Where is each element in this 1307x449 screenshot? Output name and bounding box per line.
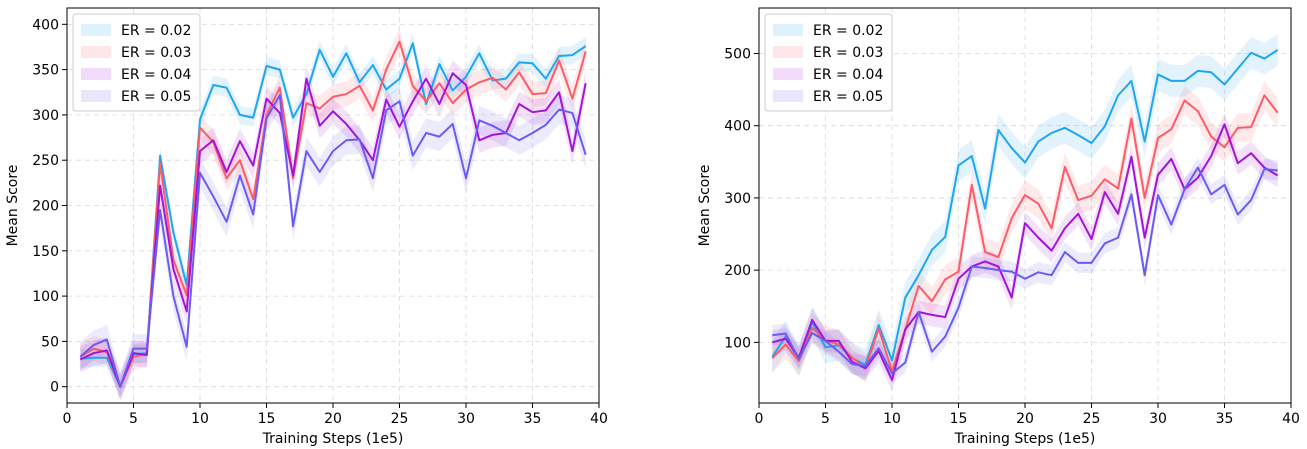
legend-box xyxy=(764,13,893,112)
x-tick-label: 10 xyxy=(883,411,901,427)
legend-label: ER = 0.03 xyxy=(121,45,191,61)
y-tick-label: 50 xyxy=(41,334,59,350)
x-tick-label: 0 xyxy=(755,411,764,427)
y-axis-label: Mean Score xyxy=(697,165,713,247)
legend: ER = 0.02 ER = 0.03 ER = 0.04 ER = 0.05 xyxy=(72,13,201,112)
y-tick-label: 300 xyxy=(32,108,59,124)
right-chart: 0 5 10 15 20 25 30 35 40 100 200 300 400 500 Training … xyxy=(697,7,1300,447)
legend-label: ER = 0.05 xyxy=(121,89,191,105)
x-tick-label: 25 xyxy=(1083,411,1101,427)
legend-swatch xyxy=(81,90,111,102)
y-tick-label: 150 xyxy=(32,244,59,260)
x-axis-label: Training Steps (1e5) xyxy=(954,431,1096,447)
legend-box xyxy=(72,13,201,112)
x-tick-label: 20 xyxy=(324,411,342,427)
legend-swatch xyxy=(773,24,803,36)
y-tick-label: 350 xyxy=(32,63,59,79)
legend-swatch xyxy=(773,46,803,58)
x-tick-label: 10 xyxy=(191,411,209,427)
left-chart: 0 5 10 15 20 25 30 35 40050100150200250300350400… xyxy=(5,7,608,447)
x-tick-label: 40 xyxy=(1282,411,1300,427)
x-tick-label: 35 xyxy=(1216,411,1234,427)
y-tick-label: 200 xyxy=(724,263,751,279)
y-tick-label: 100 xyxy=(724,335,751,351)
series-line xyxy=(79,72,587,388)
x-tick-label: 20 xyxy=(1016,411,1034,427)
x-tick-label: 25 xyxy=(391,411,409,427)
legend-swatch xyxy=(773,68,803,80)
y-tick-label: 0 xyxy=(50,380,59,396)
x-tick-label: 35 xyxy=(524,411,542,427)
y-tick-label: 400 xyxy=(32,17,59,33)
legend-swatch xyxy=(81,68,111,80)
confidence-bands xyxy=(772,33,1278,392)
legend-swatch xyxy=(773,90,803,102)
legend-label: ER = 0.04 xyxy=(121,67,191,83)
legend-swatch xyxy=(81,24,111,36)
x-tick-label: 40 xyxy=(590,411,608,427)
ticks: 0 5 10 15 20 25 30 35 40 100 200 300 400 500 xyxy=(724,46,1300,427)
x-tick-label: 15 xyxy=(258,411,276,427)
y-tick-label: 500 xyxy=(724,46,751,62)
x-tick-label: 5 xyxy=(821,411,830,427)
series-line xyxy=(772,166,1278,375)
legend: ER = 0.02 ER = 0.03 ER = 0.04 ER = 0.05 xyxy=(764,13,893,112)
y-tick-label: 200 xyxy=(32,199,59,215)
legend-label: ER = 0.02 xyxy=(813,23,883,39)
y-tick-label: 400 xyxy=(724,119,751,135)
legend-label: ER = 0.03 xyxy=(813,45,883,61)
grid xyxy=(66,8,600,403)
confidence-band xyxy=(772,157,1278,384)
series-line xyxy=(80,42,587,388)
x-tick-label: 0 xyxy=(63,411,72,427)
legend-label: ER = 0.02 xyxy=(121,23,191,39)
series-lines xyxy=(771,49,1279,381)
y-axis-label: Mean Score xyxy=(5,165,21,247)
x-axis-label: Training Steps (1e5) xyxy=(262,431,404,447)
x-tick-label: 15 xyxy=(950,411,968,427)
y-tick-label: 250 xyxy=(32,153,59,169)
legend-swatch xyxy=(81,46,111,58)
x-tick-label: 30 xyxy=(1149,411,1167,427)
confidence-band xyxy=(772,112,1278,392)
x-tick-label: 5 xyxy=(129,411,138,427)
series-line xyxy=(771,94,1279,373)
series-line xyxy=(79,40,587,388)
confidence-band xyxy=(80,80,586,402)
y-tick-label: 300 xyxy=(724,191,751,207)
series-lines xyxy=(79,40,587,388)
y-tick-label: 100 xyxy=(32,289,59,305)
series-line xyxy=(79,93,587,388)
confidence-band xyxy=(772,33,1278,381)
legend-label: ER = 0.04 xyxy=(813,67,883,83)
legend-label: ER = 0.05 xyxy=(813,89,883,105)
confidence-band xyxy=(772,80,1278,386)
x-tick-label: 30 xyxy=(457,411,475,427)
